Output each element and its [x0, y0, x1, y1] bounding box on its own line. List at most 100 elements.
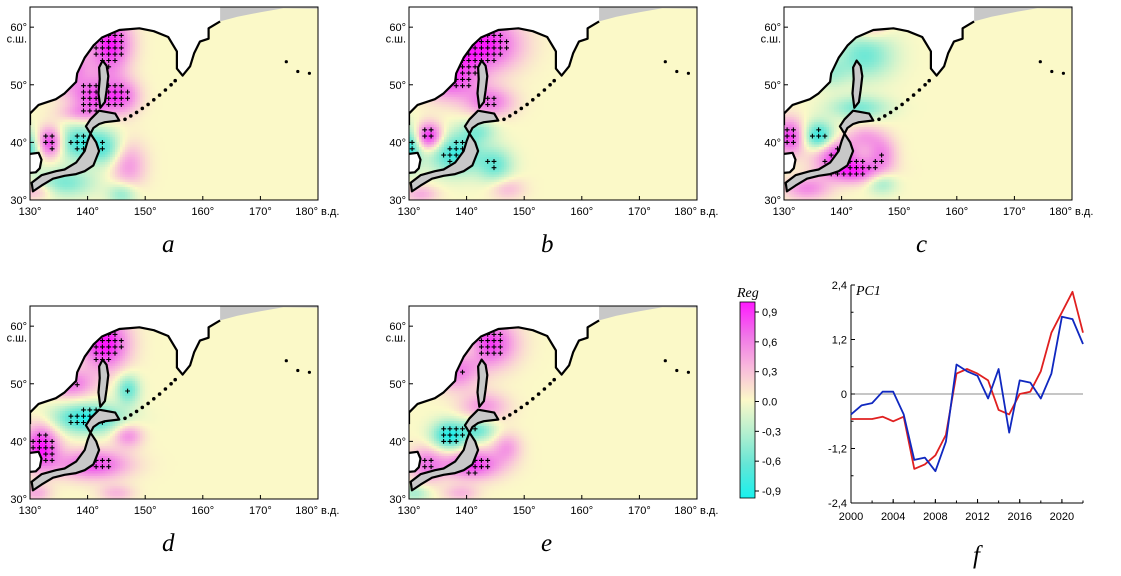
x-tick-label: 130°: [398, 206, 421, 218]
land-mask: [409, 7, 697, 192]
pc-y-tick-label: -1,2: [828, 444, 847, 456]
x-unit-label: в.д.: [700, 505, 718, 517]
x-tick-label: 160°: [570, 206, 593, 218]
x-tick-label: 150°: [513, 206, 536, 218]
map-panel-e: 130° 140° 150° 160° 170° 180° в.д. 30° 40° 50° 60°…: [386, 305, 719, 557]
x-unit-label: в.д.: [321, 206, 339, 218]
map-panel-b: 130° 140° 150° 160° 170° 180° в.д. 30° 40° 50° 60°…: [386, 6, 718, 258]
coastline: [784, 20, 1065, 193]
y-tick-label: 50°: [10, 379, 27, 391]
x-tick-label: 150°: [888, 206, 911, 218]
panel-label-d: d: [162, 530, 175, 557]
x-tick-label: 130°: [19, 505, 42, 517]
x-tick-label: 170°: [249, 206, 272, 218]
x-tick-label: 130°: [19, 206, 42, 218]
map-axes: 130° 140° 150° 160° 170° 180° в.д. 30° 40° 50° 60°…: [761, 22, 1094, 218]
y-tick-label: 30°: [389, 494, 406, 506]
pc-y-tick-label: 0: [841, 389, 847, 401]
x-tick-label: 130°: [398, 505, 421, 517]
coastline: [409, 319, 690, 492]
x-tick-label: 140°: [455, 206, 478, 218]
x-tick-label: 160°: [570, 505, 593, 517]
y-tick-label: 50°: [389, 80, 406, 92]
y-unit-label: с.ш.: [386, 333, 406, 345]
y-tick-label: 60°: [764, 22, 781, 34]
map-axes: 130° 140° 150° 160° 170° 180° в.д. 30° 40° 50° 60°…: [7, 22, 340, 218]
colorbar-tick-label: 0,3: [762, 367, 777, 379]
x-tick-label: 140°: [455, 505, 478, 517]
y-tick-label: 40°: [764, 137, 781, 149]
colorbar-tick-label: -0,9: [762, 486, 781, 498]
pc-x-tick-label: 2004: [881, 511, 905, 523]
land-mask: [784, 7, 1072, 192]
panel-label-e: e: [541, 530, 552, 557]
x-tick-label: 180°: [295, 505, 318, 517]
y-tick-label: 60°: [10, 22, 27, 34]
coastline: [409, 20, 690, 193]
y-tick-label: 60°: [10, 321, 27, 333]
pc-y-tick-label: 1,2: [832, 335, 847, 347]
y-tick-label: 40°: [389, 436, 406, 448]
x-tick-label: 160°: [945, 206, 968, 218]
pc-x-tick-label: 2008: [923, 511, 947, 523]
y-unit-label: с.ш.: [7, 333, 27, 345]
y-tick-label: 50°: [764, 80, 781, 92]
map-axes: 130° 140° 150° 160° 170° 180° в.д. 30° 40° 50° 60°…: [7, 321, 340, 517]
y-tick-label: 30°: [764, 195, 781, 207]
land-mask: [30, 306, 318, 491]
y-tick-label: 30°: [389, 195, 406, 207]
pc-y-tick-label: 2,4: [832, 280, 847, 292]
map-panel-c: 130° 140° 150° 160° 170° 180° в.д. 30° 40° 50° 60°…: [761, 6, 1094, 258]
land-mask: [30, 7, 318, 192]
y-tick-label: 60°: [389, 321, 406, 333]
colorbar-tick-label: -0,6: [762, 456, 781, 468]
pc-x-tick-label: 2000: [839, 511, 863, 523]
regression-colorbar: Reg 0,9 0,6 0,3 0.0 -0,3 -0,6 -0,9: [736, 286, 781, 499]
y-tick-label: 50°: [389, 379, 406, 391]
coastline: [30, 20, 311, 193]
colorbar-tick-label: 0,6: [762, 337, 777, 349]
x-tick-label: 180°: [1049, 206, 1072, 218]
x-unit-label: в.д.: [1075, 206, 1093, 218]
x-tick-label: 170°: [1003, 206, 1026, 218]
x-tick-label: 150°: [513, 505, 536, 517]
panel-label-b: b: [541, 231, 554, 258]
x-tick-label: 150°: [134, 206, 157, 218]
pc-x-tick-label: 2020: [1050, 511, 1074, 523]
significance-hatching: [784, 127, 884, 177]
x-tick-label: 140°: [830, 206, 853, 218]
land-mask: [409, 306, 697, 491]
colorbar-gradient: [739, 301, 756, 499]
map-panel-a: 130° 140° 150° 160° 170° 180° в.д. 30° 40° 50° 60°…: [7, 6, 340, 258]
colorbar-tick-label: 0,9: [762, 307, 777, 319]
map-panel-d: 130° 140° 150° 160° 170° 180° в.д. 30° 40° 50° 60°…: [7, 305, 340, 557]
x-tick-label: 160°: [191, 505, 214, 517]
map-axes: 130° 140° 150° 160° 170° 180° в.д. 30° 40° 50° 60°…: [386, 321, 719, 517]
pc-series-line-1: [851, 290, 1084, 470]
x-tick-label: 170°: [249, 505, 272, 517]
colorbar-tick-label: 0.0: [762, 397, 777, 409]
x-tick-label: 170°: [628, 505, 651, 517]
y-tick-label: 60°: [389, 22, 406, 34]
panel-label-a: a: [162, 231, 175, 258]
y-tick-label: 40°: [389, 137, 406, 149]
y-unit-label: с.ш.: [7, 34, 27, 46]
y-tick-label: 30°: [10, 195, 27, 207]
y-tick-label: 50°: [10, 80, 27, 92]
y-tick-label: 40°: [10, 436, 27, 448]
x-tick-label: 150°: [134, 505, 157, 517]
pc-y-tick-label: -2,4: [828, 498, 847, 510]
x-unit-label: в.д.: [700, 206, 718, 218]
y-tick-label: 40°: [10, 137, 27, 149]
y-unit-label: с.ш.: [386, 34, 406, 46]
pc-chart-title: PC1: [855, 284, 881, 299]
colorbar-title: Reg: [736, 286, 759, 301]
x-tick-label: 180°: [674, 206, 697, 218]
x-tick-label: 180°: [295, 206, 318, 218]
pc-x-tick-label: 2012: [965, 511, 989, 523]
x-tick-label: 170°: [628, 206, 651, 218]
coastline: [30, 319, 311, 492]
x-tick-label: 130°: [773, 206, 796, 218]
